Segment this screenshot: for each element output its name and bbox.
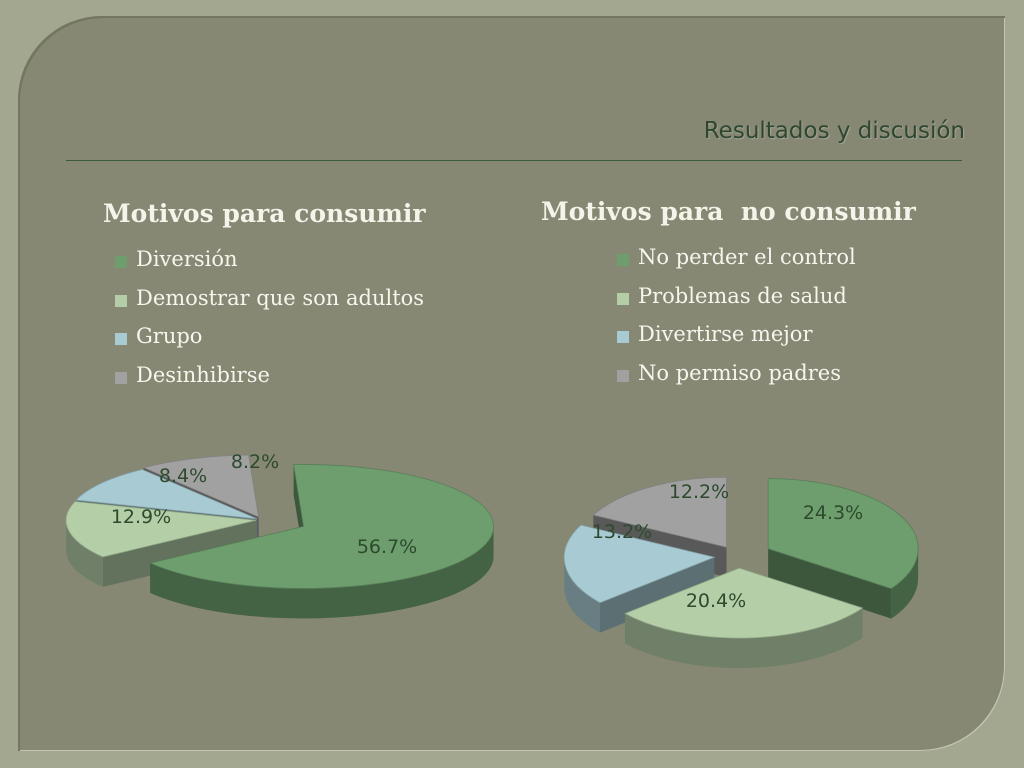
pie-slice — [767, 478, 919, 619]
legend-swatch — [115, 371, 127, 384]
left-chart-title: Motivos para consumir — [103, 199, 426, 228]
pie-data-label: 13.2% — [592, 521, 652, 543]
legend-label: Diversión — [136, 247, 238, 271]
pie-data-label: 12.2% — [669, 481, 729, 503]
legend-swatch — [115, 294, 127, 307]
legend-label: Divertirse mejor — [638, 322, 813, 346]
legend-label: Problemas de salud — [638, 283, 847, 308]
pie-data-label: 56.7% — [357, 536, 417, 558]
pie-data-label: 12.9% — [111, 506, 171, 528]
legend-swatch — [617, 331, 629, 343]
legend-swatch — [115, 256, 127, 268]
right-chart-title: Motivos para no consumir — [541, 197, 916, 226]
legend-label: No perder el control — [638, 245, 856, 269]
pie-data-label: 20.4% — [686, 590, 746, 612]
pie-data-label: 8.2% — [231, 451, 279, 473]
legend-label: Grupo — [136, 324, 203, 348]
legend-label: Desinhibirse — [136, 362, 270, 387]
title-divider — [66, 160, 962, 161]
pie-slice — [624, 567, 864, 669]
pie-data-label: 24.3% — [803, 502, 863, 524]
pie-slice — [65, 501, 257, 587]
slide-title: Resultados y discusión — [703, 118, 965, 144]
pie-data-label: 8.4% — [159, 465, 207, 487]
legend-swatch — [617, 369, 629, 382]
legend-swatch — [115, 333, 127, 345]
pie-slice — [148, 464, 494, 619]
legend-swatch — [617, 254, 629, 266]
legend-label: No permiso padres — [638, 360, 841, 385]
legend-label: Demostrar que son adultos — [136, 285, 425, 310]
legend-swatch — [617, 292, 629, 305]
